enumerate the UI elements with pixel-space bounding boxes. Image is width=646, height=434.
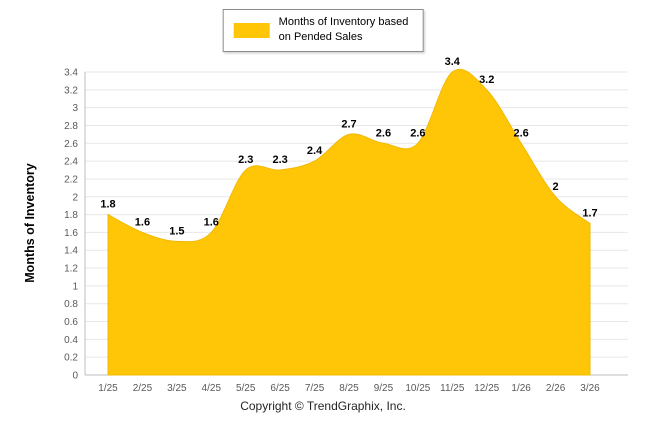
inventory-area bbox=[107, 68, 591, 376]
point-label: 2.7 bbox=[341, 118, 356, 130]
y-tick-label: 1.2 bbox=[64, 264, 78, 275]
point-label: 1.5 bbox=[169, 225, 184, 237]
legend-label-line1: Months of Inventory based bbox=[278, 16, 409, 28]
point-label: 1.8 bbox=[100, 199, 115, 211]
copyright-text: Copyright © TrendGraphix, Inc. bbox=[240, 399, 406, 413]
y-tick-label: 1.6 bbox=[64, 228, 78, 239]
x-tick-label: 7/25 bbox=[305, 383, 325, 394]
point-label: 2.6 bbox=[513, 127, 528, 139]
x-tick-label: 12/25 bbox=[474, 383, 499, 394]
point-label: 2.3 bbox=[272, 154, 287, 166]
y-tick-label: 3.2 bbox=[64, 85, 78, 96]
legend-swatch bbox=[233, 22, 270, 38]
x-tick-label: 6/25 bbox=[270, 383, 290, 394]
point-label: 3.4 bbox=[445, 56, 461, 68]
point-label: 1.6 bbox=[135, 216, 150, 228]
legend: Months of Inventory based on Pended Sale… bbox=[222, 9, 424, 52]
x-tick-label: 9/25 bbox=[374, 383, 394, 394]
y-tick-label: 1.8 bbox=[64, 210, 78, 221]
x-tick-label: 8/25 bbox=[339, 383, 359, 394]
x-tick-label: 3/25 bbox=[167, 383, 187, 394]
y-tick-labels: 0 0.2 0.4 0.6 0.8 1 1.2 1.4 1.6 1.8 2 2.2 2.4 2.6 2.8 3… bbox=[64, 68, 78, 382]
point-label: 2.6 bbox=[376, 127, 391, 139]
point-label: 1.7 bbox=[582, 208, 597, 220]
x-tick-label: 5/25 bbox=[236, 383, 256, 394]
y-axis-title: Months of Inventory bbox=[23, 163, 37, 283]
x-tick-labels: 1/25 2/25 3/25 4/25 5/25 6/25 7/25 8/25 9/25 10/2… bbox=[98, 383, 600, 394]
y-tick-label: 3 bbox=[72, 103, 78, 114]
y-tick-label: 0.6 bbox=[64, 317, 78, 328]
point-label: 2.4 bbox=[307, 145, 323, 157]
y-tick-label: 3.4 bbox=[64, 68, 78, 79]
point-label: 2 bbox=[553, 181, 559, 193]
x-tick-label: 3/26 bbox=[580, 383, 600, 394]
y-tick-label: 2.8 bbox=[64, 121, 78, 132]
y-tick-label: 1 bbox=[72, 281, 78, 292]
x-tick-label: 10/25 bbox=[405, 383, 430, 394]
x-tick-label: 1/25 bbox=[98, 383, 118, 394]
y-tick-label: 2 bbox=[72, 192, 78, 203]
point-label: 3.2 bbox=[479, 74, 494, 86]
x-tick-label: 4/25 bbox=[202, 383, 222, 394]
point-label: 1.6 bbox=[204, 216, 219, 228]
x-tick-label: 11/25 bbox=[440, 383, 465, 394]
legend-label: Months of Inventory based on Pended Sale… bbox=[279, 15, 409, 46]
point-labels: 1.8 1.6 1.5 1.6 2.3 2.3 2.4 2.7 2.6 2.6 3.4 3.2 2.6 2… bbox=[100, 56, 597, 237]
x-tick-label: 2/25 bbox=[133, 383, 153, 394]
point-label: 2.3 bbox=[238, 154, 253, 166]
y-tick-label: 2.2 bbox=[64, 174, 78, 185]
y-tick-label: 1.4 bbox=[64, 246, 78, 257]
y-tick-label: 0 bbox=[72, 371, 78, 382]
y-tick-label: 2.4 bbox=[64, 157, 78, 168]
x-tick-label: 2/26 bbox=[546, 383, 566, 394]
y-tick-label: 0.8 bbox=[64, 299, 78, 310]
y-tick-label: 0.2 bbox=[64, 353, 78, 364]
y-tick-label: 2.6 bbox=[64, 139, 78, 150]
x-tick-label: 1/26 bbox=[511, 383, 531, 394]
point-label: 2.6 bbox=[410, 127, 425, 139]
y-tick-label: 0.4 bbox=[64, 335, 78, 346]
legend-label-line2: on Pended Sales bbox=[278, 31, 363, 44]
